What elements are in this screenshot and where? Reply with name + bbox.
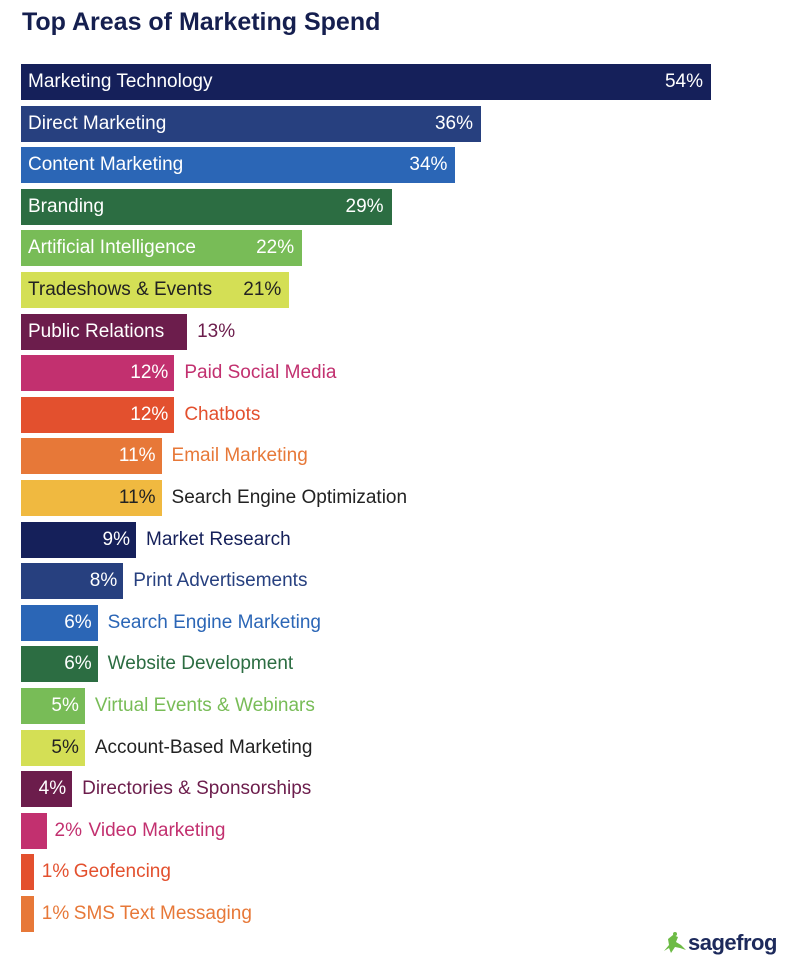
category-label: Website Development [107, 653, 294, 675]
bar [21, 812, 47, 849]
bar [21, 147, 456, 184]
value-label: 34% [409, 154, 448, 176]
value-label: 11% [118, 487, 156, 508]
bar [21, 272, 290, 308]
value-label: 6% [64, 611, 92, 633]
category-label: Account-Based Marketing [94, 736, 313, 758]
bar [21, 688, 85, 724]
category-label: Search Engine Marketing [107, 611, 321, 633]
category-label: Artificial Intelligence [28, 237, 196, 259]
value-label: 6% [64, 653, 92, 675]
bar [21, 188, 392, 225]
category-label: Virtual Events & Webinars [94, 695, 315, 716]
value-label: 29% [345, 195, 384, 217]
chart-title: Top Areas of Marketing Spend [22, 8, 381, 36]
category-label: Geofencing [73, 861, 171, 883]
category-label: Print Advertisements [133, 570, 308, 592]
category-label: Marketing Technology [28, 71, 213, 92]
bar [21, 313, 188, 350]
bar [21, 64, 711, 100]
value-label: 12% [130, 362, 169, 384]
bar [21, 854, 34, 891]
bar [21, 896, 34, 932]
category-label: SMS Text Messaging [73, 903, 252, 924]
value-label: 12% [130, 403, 169, 425]
bar [21, 521, 136, 558]
value-label: 11% [118, 445, 156, 467]
value-label: 9% [102, 528, 130, 550]
value-label: 21% [243, 279, 282, 300]
category-label: Directories & Sponsorships [82, 778, 312, 800]
category-label: Content Marketing [28, 154, 184, 176]
category-label: Search Engine Optimization [171, 487, 408, 508]
category-label: Branding [28, 195, 105, 217]
category-label: Chatbots [184, 403, 261, 425]
frog-icon [664, 932, 686, 953]
category-label: Video Marketing [88, 819, 226, 841]
category-label: Market Research [146, 528, 291, 550]
category-label: Direct Marketing [28, 112, 167, 134]
value-label: 2% [54, 819, 83, 841]
value-label: 8% [89, 570, 118, 592]
bar [21, 480, 162, 516]
bar [21, 230, 303, 267]
bar [21, 355, 175, 392]
bar [21, 646, 98, 683]
category-label: Email Marketing [171, 445, 308, 467]
value-label: 5% [51, 695, 79, 716]
sagefrog-logo: sagefrog [660, 930, 777, 956]
bar [21, 105, 481, 142]
value-label: 5% [51, 736, 79, 758]
category-label: Public Relations [28, 320, 165, 342]
logo-wordmark: sagefrog [688, 930, 777, 955]
bar [21, 729, 85, 766]
value-label: 54% [664, 71, 703, 92]
category-label: Tradeshows & Events [28, 279, 213, 300]
value-label: 1% [41, 903, 70, 924]
value-label: 36% [434, 112, 473, 134]
value-label: 4% [38, 778, 67, 800]
value-label: 13% [197, 320, 236, 342]
value-label: 1% [41, 861, 70, 883]
bar [21, 604, 98, 641]
bar [21, 563, 124, 600]
bar [21, 396, 175, 433]
bar [21, 771, 73, 808]
bar [21, 438, 162, 475]
category-label: Paid Social Media [184, 362, 337, 384]
value-label: 22% [256, 237, 295, 259]
